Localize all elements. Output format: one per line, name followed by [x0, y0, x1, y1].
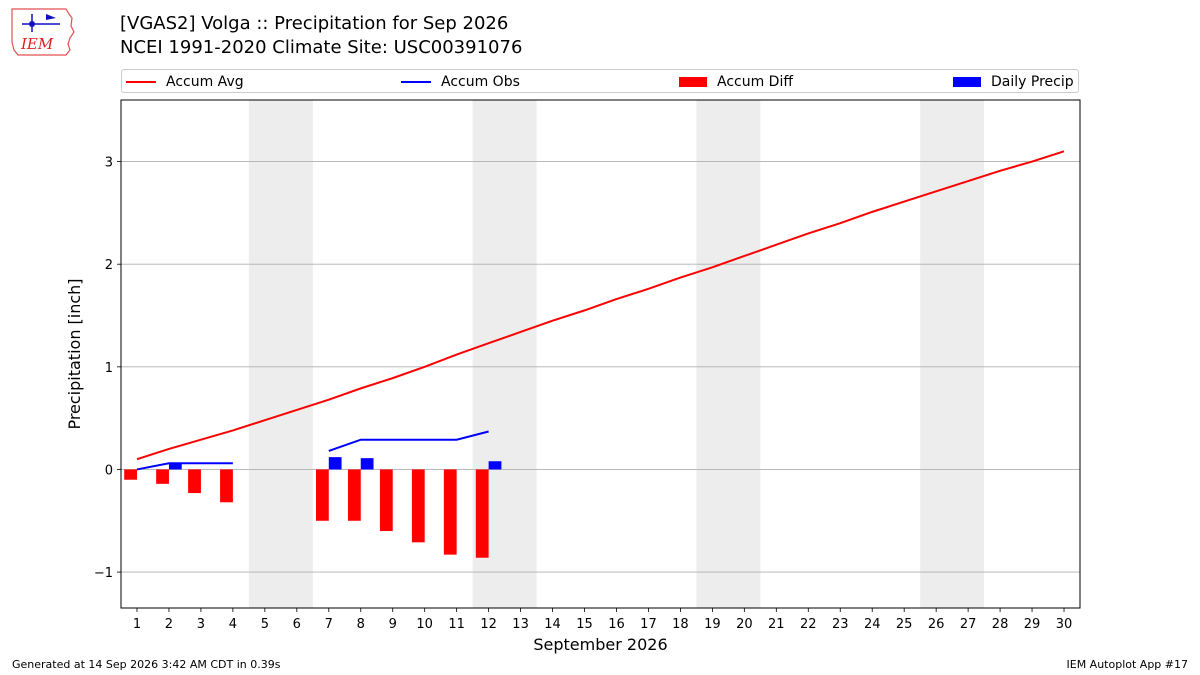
instrument-cup — [29, 21, 35, 27]
y-tick-label: 3 — [105, 156, 113, 171]
x-tick-label: 23 — [832, 617, 849, 632]
legend-swatch-accum-avg — [126, 81, 156, 83]
x-tick-label: 11 — [448, 617, 465, 632]
x-tick-label: 22 — [800, 617, 817, 632]
x-tick-label: 14 — [544, 617, 561, 632]
legend-item-accum-obs: Accum Obs — [401, 70, 520, 94]
accum-diff-bar — [411, 469, 425, 543]
logo-text: IEM — [20, 35, 54, 53]
x-tick-label: 27 — [960, 617, 977, 632]
accum-diff-bar — [475, 469, 489, 558]
x-tick-label: 29 — [1024, 617, 1041, 632]
iowa-outline — [11, 8, 75, 56]
x-tick-label: 7 — [325, 617, 333, 632]
x-tick-label: 19 — [704, 617, 721, 632]
accum-diff-bar — [443, 469, 457, 555]
y-axis-label: Precipitation [inch] — [65, 278, 84, 429]
accum-diff-bar — [124, 469, 137, 480]
y-tick-label: 2 — [105, 258, 113, 273]
accum-diff-bar — [379, 469, 393, 532]
x-tick-label: 28 — [992, 617, 1009, 632]
x-tick-label: 1 — [133, 617, 141, 632]
accum-diff-bar — [220, 469, 233, 503]
x-tick-label: 9 — [389, 617, 397, 632]
legend-item-accum-avg: Accum Avg — [126, 70, 244, 94]
accum-diff-bar — [347, 469, 361, 521]
plot-frame — [120, 99, 1081, 609]
y-tick-label: 1 — [105, 361, 113, 376]
x-tick-label: 18 — [672, 617, 689, 632]
x-tick-label: 15 — [576, 617, 593, 632]
legend-label-accum-diff: Accum Diff — [717, 74, 794, 90]
iem-logo: IEM — [11, 8, 75, 56]
x-tick-label: 4 — [229, 617, 237, 632]
x-tick-label: 8 — [357, 617, 365, 632]
legend-swatch-accum-diff — [679, 77, 707, 87]
x-tick-label: 21 — [768, 617, 785, 632]
x-tick-label: 26 — [928, 617, 945, 632]
legend-swatch-daily-precip — [953, 77, 981, 87]
weekend-shade-0 — [248, 100, 313, 608]
legend-label-accum-avg: Accum Avg — [166, 74, 244, 90]
legend-label-accum-obs: Accum Obs — [441, 74, 520, 90]
accum-obs-line-1 — [328, 430, 489, 452]
x-tick-label: 16 — [608, 617, 625, 632]
accum-obs-line-0 — [136, 462, 233, 471]
wind-vane-icon — [46, 14, 56, 20]
accum-diff-bar — [315, 469, 329, 521]
x-tick-label: 2 — [165, 617, 173, 632]
legend-item-daily-precip: Daily Precip — [953, 70, 1074, 94]
autoplot-app-label: IEM Autoplot App #17 — [1066, 658, 1189, 671]
daily-precip-bar — [360, 458, 374, 470]
x-tick-label: 24 — [864, 617, 881, 632]
chart-subtitle: NCEI 1991-2020 Climate Site: USC00391076 — [120, 37, 523, 58]
x-tick-label: 3 — [197, 617, 205, 632]
x-tick-label: 13 — [512, 617, 529, 632]
generated-timestamp: Generated at 14 Sep 2026 3:42 AM CDT in … — [12, 658, 281, 671]
x-tick-label: 20 — [736, 617, 753, 632]
x-tick-label: 10 — [416, 617, 433, 632]
y-tick-label: 0 — [105, 463, 113, 478]
weekend-shade-3 — [920, 100, 985, 608]
y-tick-label: −1 — [94, 566, 113, 581]
accum-diff-bar — [188, 469, 201, 494]
accum-avg-line — [136, 150, 1065, 461]
legend-item-accum-diff: Accum Diff — [679, 70, 793, 94]
x-tick-label: 30 — [1056, 617, 1073, 632]
daily-precip-bar — [328, 457, 342, 470]
legend: Accum Avg Accum Obs Accum Diff Daily Pre… — [121, 69, 1079, 93]
accum-diff-bar — [156, 469, 169, 484]
daily-precip-bar — [488, 461, 502, 470]
daily-precip-bar — [168, 463, 182, 470]
x-tick-label: 12 — [480, 617, 497, 632]
chart-title: [VGAS2] Volga :: Precipitation for Sep 2… — [120, 13, 509, 34]
x-tick-label: 17 — [640, 617, 657, 632]
weekend-shade-2 — [696, 100, 761, 608]
x-axis-label: September 2026 — [533, 635, 667, 654]
legend-swatch-accum-obs — [401, 81, 431, 83]
legend-label-daily-precip: Daily Precip — [991, 74, 1074, 90]
x-tick-label: 5 — [261, 617, 269, 632]
x-tick-label: 25 — [896, 617, 913, 632]
x-tick-label: 6 — [293, 617, 301, 632]
